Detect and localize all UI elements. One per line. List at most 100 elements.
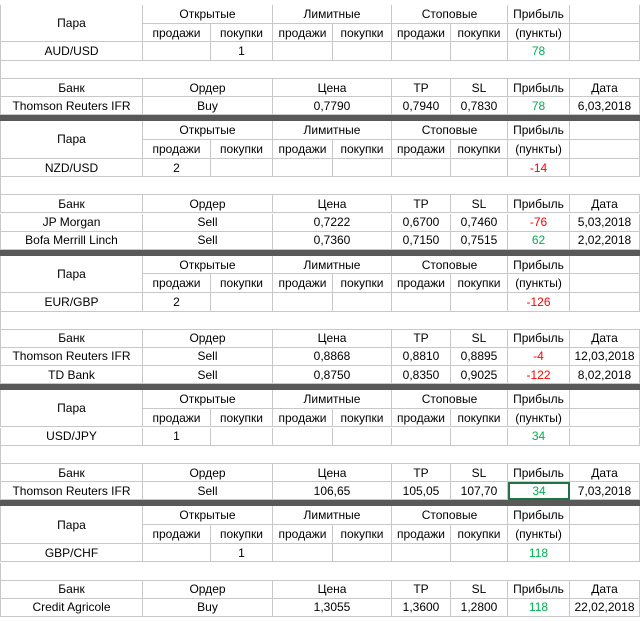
- order-cell: Sell: [143, 213, 273, 232]
- position-cell: [333, 293, 392, 312]
- sell-header: продажи: [143, 408, 211, 428]
- sell-header: продажи: [392, 274, 451, 294]
- buy-header: покупки: [211, 274, 273, 294]
- tp-header: TP: [392, 464, 451, 483]
- profit-cell: 118: [508, 598, 570, 617]
- bank-cell: Thomson Reuters IFR: [0, 482, 143, 501]
- pair-name: GBP/CHF: [0, 543, 143, 563]
- sl-cell: 0,7830: [451, 97, 508, 116]
- sl-header: SL: [451, 195, 508, 214]
- position-cell: [273, 293, 333, 312]
- bank-header: Банк: [0, 329, 143, 348]
- points-header: (пункты): [508, 140, 570, 159]
- sl-cell: 0,8895: [451, 347, 508, 366]
- limit-header: Лимитные: [273, 506, 392, 526]
- position-cell: [451, 293, 508, 312]
- buy-header: покупки: [211, 23, 273, 43]
- sell-header: продажи: [273, 525, 333, 544]
- position-cell: [143, 42, 211, 62]
- bank-header: Банк: [0, 464, 143, 483]
- pair-name: EUR/GBP: [0, 293, 143, 312]
- position-cell: [211, 158, 273, 178]
- sl-cell: 107,70: [451, 482, 508, 501]
- position-cell: [451, 158, 508, 178]
- price-cell: 0,8868: [273, 347, 392, 366]
- profit-cell: 34: [508, 482, 570, 501]
- position-cell: 1: [211, 42, 273, 62]
- bank-header: Банк: [0, 195, 143, 214]
- sl-cell: 0,7515: [451, 231, 508, 250]
- order-cell: Sell: [143, 482, 273, 501]
- position-cell: [273, 427, 333, 447]
- pair-profit: -126: [508, 293, 570, 312]
- buy-header: покупки: [451, 525, 508, 544]
- buy-header: покупки: [333, 408, 392, 428]
- order-cell: Buy: [143, 97, 273, 116]
- date-header: Дата: [570, 580, 640, 599]
- date-cell: 12,03,2018: [570, 347, 640, 366]
- sl-header: SL: [451, 329, 508, 348]
- order-cell: Sell: [143, 347, 273, 366]
- position-cell: 1: [143, 427, 211, 447]
- profit-cell: 78: [508, 97, 570, 116]
- position-cell: [211, 427, 273, 447]
- position-cell: [392, 427, 451, 447]
- position-cell: [273, 158, 333, 178]
- date-header: Дата: [570, 195, 640, 214]
- sl-header: SL: [451, 79, 508, 98]
- bank-cell: Credit Agricole: [0, 598, 143, 617]
- pair-profit: 78: [508, 42, 570, 62]
- date-cell: 2,02,2018: [570, 231, 640, 250]
- tp-cell: 105,05: [392, 482, 451, 501]
- buy-header: покупки: [333, 274, 392, 294]
- blank-cell: [570, 274, 640, 294]
- position-cell: [451, 42, 508, 62]
- sl-header: SL: [451, 464, 508, 483]
- limit-header: Лимитные: [273, 5, 392, 24]
- price-cell: 0,7360: [273, 231, 392, 250]
- points-header: (пункты): [508, 525, 570, 544]
- order-header: Ордер: [143, 580, 273, 599]
- stop-header: Стоповые: [392, 121, 508, 140]
- price-cell: 0,7222: [273, 213, 392, 232]
- spacer-row: [0, 446, 640, 465]
- sl-cell: 0,9025: [451, 366, 508, 385]
- position-cell: [451, 543, 508, 563]
- sell-header: продажи: [392, 525, 451, 544]
- profit-header: Прибыль: [508, 329, 570, 348]
- blank-cell: [570, 390, 640, 409]
- limit-header: Лимитные: [273, 255, 392, 275]
- open-header: Открытые: [143, 390, 273, 409]
- date-cell: 7,03,2018: [570, 482, 640, 501]
- order-header: Ордер: [143, 464, 273, 483]
- position-cell: [392, 293, 451, 312]
- blank-cell: [570, 506, 640, 526]
- sell-header: продажи: [392, 408, 451, 428]
- separator: [0, 384, 640, 391]
- price-header: Цена: [273, 195, 392, 214]
- profit-cell: -4: [508, 347, 570, 366]
- date-header: Дата: [570, 329, 640, 348]
- profit-header: Прибыль: [508, 195, 570, 214]
- limit-header: Лимитные: [273, 390, 392, 409]
- buy-header: покупки: [333, 525, 392, 544]
- date-cell: 6,03,2018: [570, 97, 640, 116]
- blank-cell: [570, 408, 640, 428]
- bank-cell: Bofa Merrill Linch: [0, 231, 143, 250]
- position-cell: [273, 543, 333, 563]
- profit-header: Прибыль: [508, 506, 570, 526]
- sell-header: продажи: [273, 140, 333, 159]
- sl-header: SL: [451, 580, 508, 599]
- tp-header: TP: [392, 79, 451, 98]
- blank-cell: [570, 543, 640, 563]
- profit-cell: 62: [508, 231, 570, 250]
- profit-header: Прибыль: [508, 121, 570, 140]
- price-cell: 0,7790: [273, 97, 392, 116]
- tp-header: TP: [392, 329, 451, 348]
- position-cell: 2: [143, 158, 211, 178]
- tp-header: TP: [392, 580, 451, 599]
- tp-cell: 0,8350: [392, 366, 451, 385]
- buy-header: покупки: [451, 140, 508, 159]
- open-header: Открытые: [143, 121, 273, 140]
- sell-header: продажи: [273, 408, 333, 428]
